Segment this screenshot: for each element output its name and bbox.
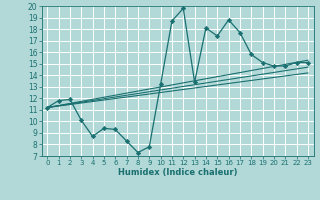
X-axis label: Humidex (Indice chaleur): Humidex (Indice chaleur) bbox=[118, 168, 237, 177]
